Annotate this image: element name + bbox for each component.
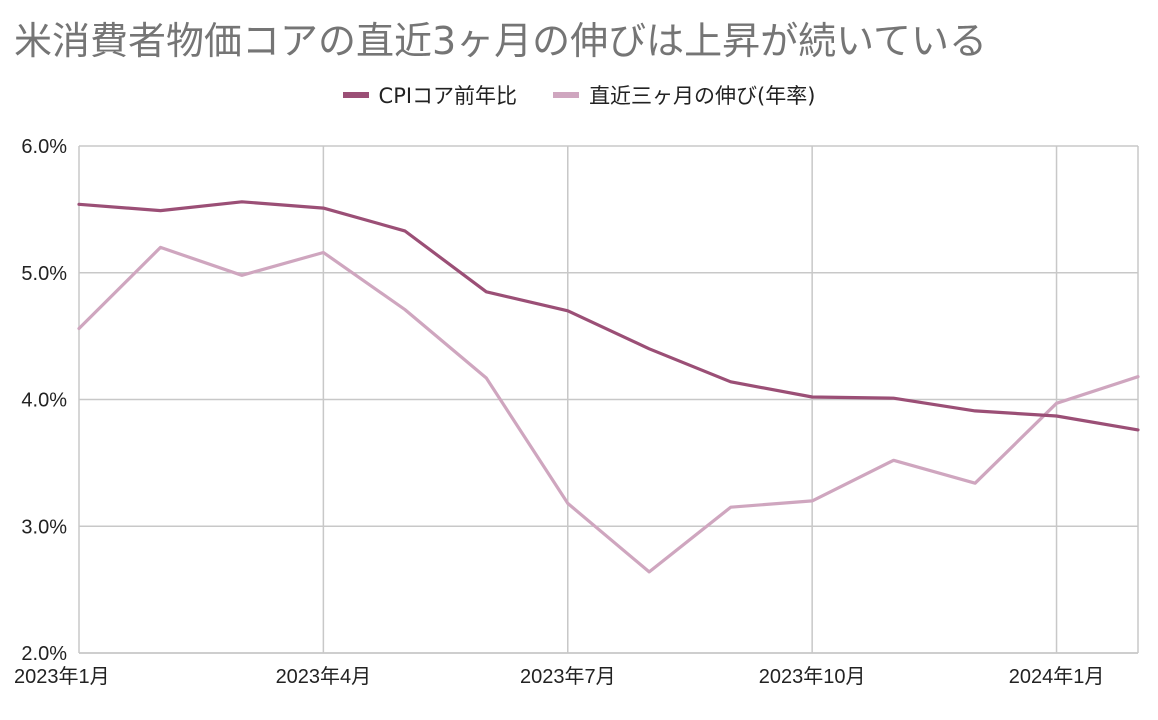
legend-swatch-core-yoy (342, 92, 369, 98)
y-tick-label: 4.0% (21, 390, 67, 412)
y-tick-label: 6.0% (21, 136, 67, 158)
x-tick-label: 2024年1月 (1009, 665, 1105, 688)
y-tick-label: 3.0% (21, 516, 67, 538)
legend: CPIコア前年比 直近三ヶ月の伸び(年率) (0, 80, 1158, 110)
x-tick-label: 2023年10月 (759, 665, 866, 688)
legend-swatch-three-month (553, 92, 580, 98)
x-tick-label: 2023年4月 (276, 665, 372, 688)
x-tick-label: 2023年1月 (14, 665, 110, 688)
legend-label-three-month: 直近三ヶ月の伸び(年率) (589, 84, 816, 108)
chart-title: 米消費者物価コアの直近3ヶ月の伸びは上昇が続いている (14, 19, 988, 63)
x-tick-label: 2023年7月 (520, 665, 616, 688)
series-line-0 (77, 200, 1140, 432)
y-tick-label: 5.0% (21, 263, 67, 285)
legend-item-three-month[interactable]: 直近三ヶ月の伸び(年率) (553, 80, 815, 110)
legend-label-core-yoy: CPIコア前年比 (378, 84, 518, 108)
series-line-1 (77, 245, 1140, 574)
y-tick-label: 2.0% (21, 643, 67, 665)
legend-item-core-yoy[interactable]: CPIコア前年比 (342, 80, 518, 110)
